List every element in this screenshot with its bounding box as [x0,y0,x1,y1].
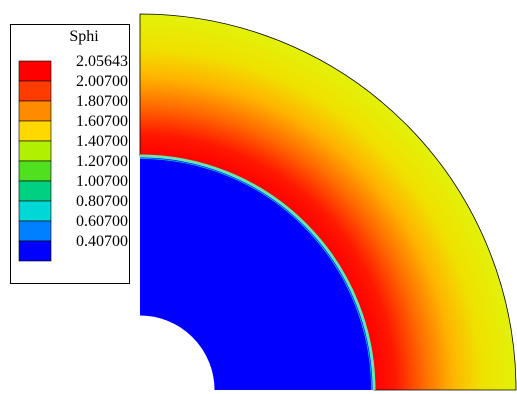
legend-label: 1.40700 [76,133,128,150]
legend-swatch [18,120,52,142]
hole-boundary [139,315,215,391]
legend-color-bar [18,60,52,262]
legend-swatch [18,100,52,122]
interface-arc [139,154,376,391]
legend-swatch [18,240,52,262]
legend-label: 1.60700 [76,113,128,130]
legend-title: Sphi [69,28,99,45]
legend-swatch [18,60,52,82]
legend-swatch [18,160,52,182]
legend-label: 2.00700 [76,73,128,90]
interface-arc-edge [139,158,372,391]
legend-label: 0.80700 [76,193,128,210]
legend-swatch [18,140,52,162]
legend-label: 1.80700 [76,93,128,110]
legend-label: 2.05643 [76,53,128,70]
legend-label: 0.60700 [76,213,128,230]
inner-field-region [140,156,374,390]
legend-label: 1.20700 [76,153,128,170]
legend [10,24,130,284]
legend-swatch [18,80,52,102]
legend-swatch [18,200,52,222]
legend-label: 0.40700 [76,233,128,250]
legend-swatch [18,180,52,202]
legend-label: 1.00700 [76,173,128,190]
legend-swatch [18,220,52,242]
